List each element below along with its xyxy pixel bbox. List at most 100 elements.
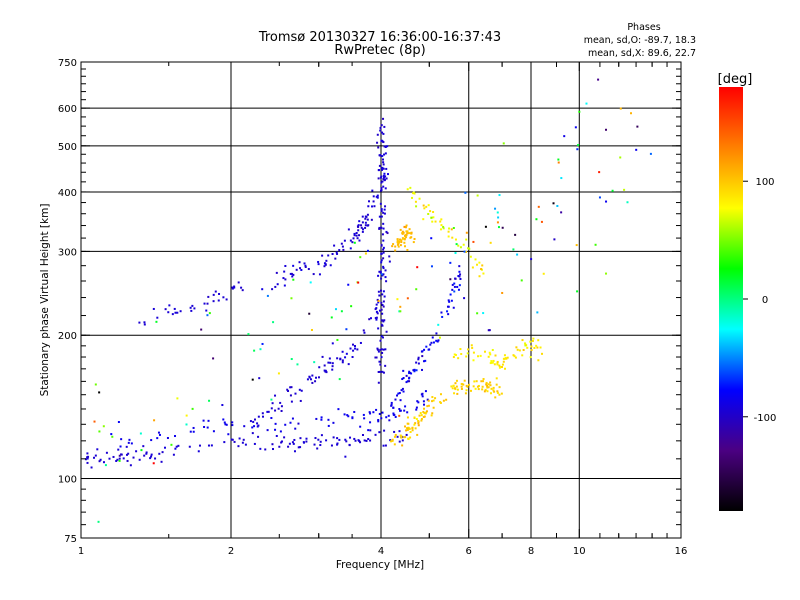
- data-point: [399, 228, 402, 231]
- data-point: [605, 128, 608, 131]
- data-point: [493, 390, 496, 393]
- data-point: [488, 329, 491, 332]
- data-point: [421, 355, 424, 358]
- data-point: [367, 429, 370, 432]
- data-point: [430, 341, 433, 344]
- data-point: [380, 175, 383, 178]
- data-point: [498, 386, 501, 389]
- data-point: [94, 454, 97, 457]
- data-point: [86, 461, 89, 464]
- data-point: [501, 363, 504, 366]
- data-point: [86, 452, 89, 455]
- data-point: [489, 381, 492, 384]
- data-point: [475, 380, 478, 383]
- data-point: [177, 444, 180, 447]
- data-point: [465, 231, 468, 234]
- data-point: [380, 259, 383, 262]
- data-point: [240, 286, 243, 289]
- data-point: [402, 369, 405, 372]
- data-point: [333, 244, 336, 247]
- data-point: [392, 406, 395, 409]
- data-point: [375, 307, 378, 310]
- data-point: [324, 369, 327, 372]
- data-point: [412, 241, 415, 244]
- data-point: [499, 366, 502, 369]
- data-point: [491, 361, 494, 364]
- data-point: [230, 438, 233, 441]
- data-point: [431, 220, 434, 223]
- data-point: [403, 225, 406, 228]
- y-tick-label: 300: [58, 247, 77, 258]
- data-point: [557, 158, 560, 161]
- data-point: [399, 305, 402, 308]
- data-point: [432, 216, 435, 219]
- data-point: [299, 399, 302, 402]
- data-point: [175, 445, 178, 448]
- data-point: [537, 339, 540, 342]
- data-point: [315, 417, 318, 420]
- data-point: [524, 344, 527, 347]
- data-point: [459, 348, 462, 351]
- data-point: [125, 445, 128, 448]
- data-point: [574, 126, 577, 129]
- data-point: [563, 135, 566, 138]
- x-tick-label: 16: [675, 546, 688, 557]
- data-point: [530, 345, 533, 348]
- data-point: [158, 433, 161, 436]
- data-point: [119, 445, 122, 448]
- data-point: [278, 445, 281, 448]
- data-point: [317, 376, 320, 379]
- data-point: [541, 352, 544, 355]
- data-point: [330, 444, 333, 447]
- data-point: [379, 271, 382, 274]
- data-point: [310, 328, 313, 331]
- data-point: [535, 218, 538, 221]
- data-point: [442, 225, 445, 228]
- data-point: [270, 417, 273, 420]
- data-point: [385, 230, 388, 233]
- data-point: [422, 403, 425, 406]
- colorbar-tick-label: 100: [755, 177, 774, 188]
- data-point: [423, 411, 426, 414]
- data-point: [336, 443, 339, 446]
- data-point: [374, 317, 377, 320]
- data-point: [161, 451, 164, 454]
- data-point: [459, 273, 462, 276]
- data-point: [418, 414, 421, 417]
- data-point: [449, 261, 452, 264]
- data-point: [358, 239, 361, 242]
- data-point: [429, 343, 432, 346]
- data-point: [380, 167, 383, 170]
- data-point: [383, 176, 386, 179]
- data-point: [403, 409, 406, 412]
- data-point: [325, 259, 328, 262]
- data-point: [481, 264, 484, 267]
- data-point: [430, 216, 433, 219]
- data-point: [382, 257, 385, 260]
- data-point: [377, 290, 380, 293]
- data-point: [129, 464, 132, 467]
- data-point: [451, 236, 454, 239]
- data-point: [370, 218, 373, 221]
- data-point: [382, 265, 385, 268]
- data-point: [353, 410, 356, 413]
- data-point: [390, 440, 393, 443]
- data-point: [597, 78, 600, 81]
- data-point: [189, 430, 192, 433]
- data-point: [340, 310, 343, 313]
- data-point: [372, 411, 375, 414]
- data-point: [174, 311, 177, 314]
- data-point: [104, 464, 107, 467]
- data-point: [516, 348, 519, 351]
- data-point: [280, 441, 283, 444]
- data-point: [378, 431, 381, 434]
- data-point: [394, 249, 397, 252]
- data-point: [364, 252, 367, 255]
- data-point: [406, 411, 409, 414]
- data-point: [420, 418, 423, 421]
- data-point: [452, 356, 455, 359]
- data-point: [411, 196, 414, 199]
- data-point: [292, 273, 295, 276]
- data-point: [432, 399, 435, 402]
- data-point: [296, 363, 299, 366]
